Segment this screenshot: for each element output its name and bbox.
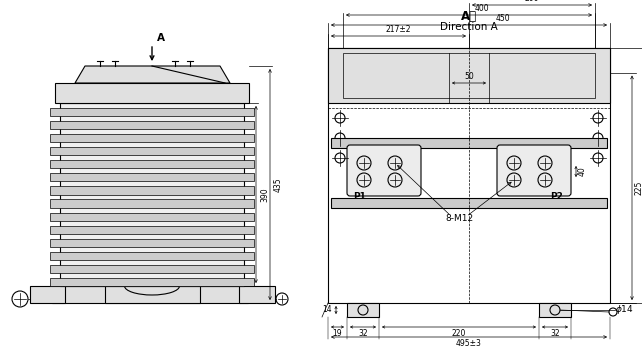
- Text: A向: A向: [461, 10, 477, 23]
- Bar: [50, 278, 254, 286]
- Bar: [50, 147, 254, 155]
- Text: 40: 40: [578, 166, 587, 176]
- Text: 19: 19: [333, 329, 342, 338]
- Bar: [328, 48, 610, 303]
- Bar: [50, 239, 254, 247]
- Text: A: A: [157, 33, 165, 43]
- Text: 32: 32: [358, 329, 368, 338]
- Text: $\phi$14: $\phi$14: [615, 304, 634, 316]
- Bar: [50, 108, 254, 116]
- Bar: [50, 160, 254, 168]
- Text: 495±3: 495±3: [456, 339, 482, 348]
- Bar: [50, 213, 254, 221]
- Bar: [50, 173, 254, 182]
- Bar: [55, 83, 249, 103]
- Bar: [331, 138, 607, 148]
- Text: P1: P1: [353, 192, 366, 201]
- Polygon shape: [75, 66, 230, 83]
- Text: 225: 225: [634, 180, 642, 195]
- Bar: [30, 286, 65, 303]
- Bar: [50, 226, 254, 234]
- Bar: [239, 286, 275, 303]
- Text: 450: 450: [496, 14, 510, 23]
- Bar: [50, 252, 254, 260]
- Text: 400: 400: [474, 4, 489, 13]
- Text: 50: 50: [464, 72, 474, 81]
- Bar: [50, 199, 254, 208]
- Bar: [50, 121, 254, 129]
- FancyBboxPatch shape: [497, 145, 571, 196]
- Text: 14: 14: [322, 305, 332, 314]
- Bar: [331, 198, 607, 208]
- FancyBboxPatch shape: [347, 145, 421, 196]
- Text: 217±2: 217±2: [386, 25, 412, 34]
- Bar: [539, 303, 571, 317]
- Bar: [50, 134, 254, 142]
- Bar: [347, 303, 379, 317]
- Text: Direction A: Direction A: [440, 22, 498, 32]
- Bar: [105, 286, 200, 303]
- Text: P2: P2: [550, 192, 563, 201]
- Bar: [50, 187, 254, 194]
- Bar: [343, 53, 595, 98]
- Text: 200: 200: [525, 0, 539, 3]
- Bar: [60, 103, 244, 286]
- Bar: [52, 286, 248, 303]
- Text: 32: 32: [550, 329, 560, 338]
- Bar: [50, 265, 254, 273]
- Bar: [328, 48, 610, 103]
- Text: 435: 435: [274, 177, 283, 192]
- Text: 390: 390: [260, 187, 269, 202]
- Text: 8-M12: 8-M12: [445, 214, 473, 223]
- Text: 220: 220: [452, 329, 466, 338]
